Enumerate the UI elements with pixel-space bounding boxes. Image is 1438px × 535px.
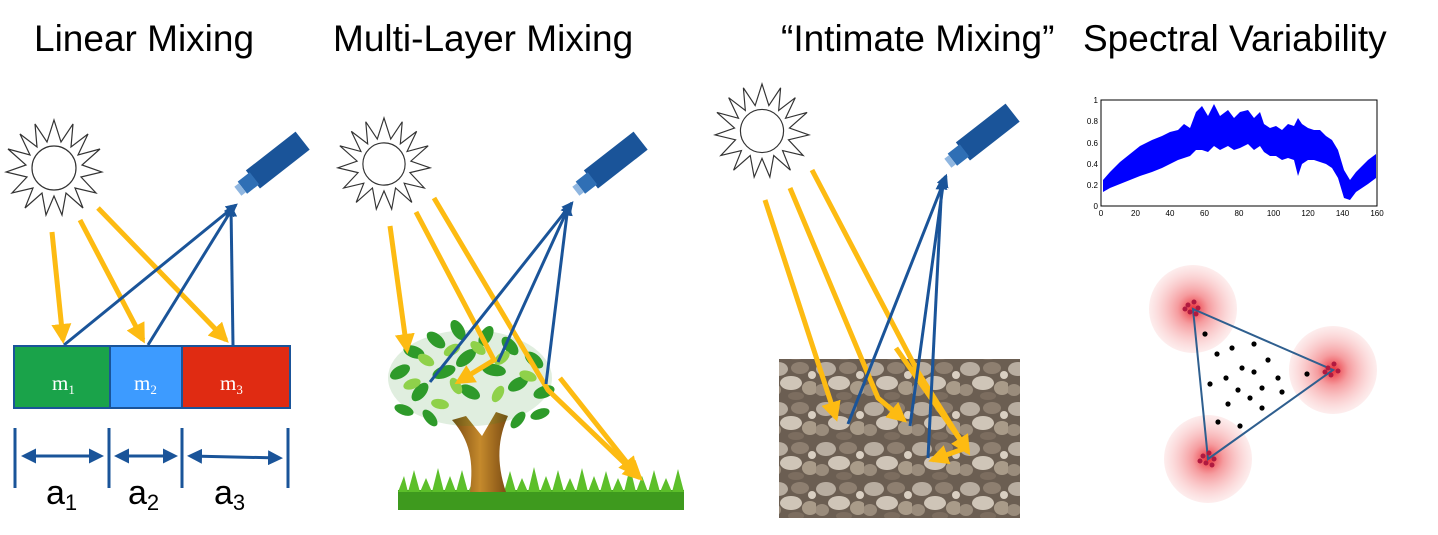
svg-text:160: 160	[1370, 209, 1384, 218]
multilayer-mixing-title: Multi-Layer Mixing	[333, 18, 633, 59]
svg-text:120: 120	[1301, 209, 1315, 218]
sun-icon	[5, 119, 103, 216]
svg-text:1: 1	[1094, 96, 1099, 105]
incident-light-arrows	[49, 206, 229, 344]
svg-text:0.6: 0.6	[1087, 139, 1099, 148]
spectral-band	[1103, 104, 1376, 200]
reflected-light-arrows	[428, 201, 574, 385]
endmember-m2	[110, 347, 182, 407]
panel-linear-mixing: Linear Mixing m1 m2 m3	[5, 18, 310, 515]
reflected-light-arrows	[63, 203, 238, 347]
panel-spectral-variability: Spectral Variability 0 20 40 60 80 100 1…	[1083, 18, 1387, 503]
svg-text:0.2: 0.2	[1087, 181, 1099, 190]
endmember-simplex	[1149, 265, 1377, 503]
grass-icon	[398, 467, 684, 510]
abundance-dimensions	[13, 428, 290, 488]
simplex-triangle	[1191, 307, 1336, 461]
endmember-m3-label: m3	[220, 371, 243, 397]
spectral-plot: 0 20 40 60 80 100 120 140 160 0 0.2 0.4 …	[1087, 96, 1384, 218]
svg-text:0.8: 0.8	[1087, 117, 1099, 126]
svg-text:60: 60	[1200, 209, 1209, 218]
cluster-points	[1182, 299, 1341, 468]
svg-text:0.4: 0.4	[1087, 160, 1099, 169]
panel-multilayer-mixing: Multi-Layer Mixing	[333, 18, 684, 510]
y-axis-ticks: 0 0.2 0.4 0.6 0.8 1	[1087, 96, 1099, 211]
abundance-a2-label: a2	[128, 474, 159, 515]
spectral-variability-title: Spectral Variability	[1083, 18, 1387, 59]
sensor-icon	[940, 103, 1020, 173]
intimate-mixing-title: “Intimate Mixing”	[781, 18, 1054, 59]
abundance-a1-label: a1	[46, 474, 77, 515]
svg-text:20: 20	[1131, 209, 1140, 218]
abundance-a3-label: a3	[214, 474, 245, 515]
linear-mixing-title: Linear Mixing	[34, 18, 254, 59]
sensor-icon	[230, 131, 310, 201]
svg-text:140: 140	[1336, 209, 1350, 218]
sun-icon	[337, 117, 431, 210]
reflected-light-arrows	[846, 173, 949, 459]
svg-text:80: 80	[1235, 209, 1244, 218]
svg-text:100: 100	[1267, 209, 1281, 218]
endmember-bar: m1 m2 m3	[13, 345, 291, 409]
pixel-points	[1202, 331, 1310, 429]
endmember-m3	[182, 347, 289, 407]
pebbles-icon	[779, 359, 1020, 518]
x-axis-ticks: 0 20 40 60 80 100 120 140 160	[1099, 209, 1384, 218]
endmember-m1	[15, 347, 110, 407]
svg-text:40: 40	[1166, 209, 1175, 218]
incident-light-arrows	[387, 196, 643, 481]
panel-intimate-mixing: “Intimate Mixing”	[714, 18, 1054, 518]
endmember-m1-label: m1	[52, 371, 75, 397]
svg-text:0: 0	[1099, 209, 1104, 218]
svg-text:0: 0	[1094, 202, 1099, 211]
tree-icon	[388, 320, 555, 492]
sensor-icon	[568, 131, 648, 201]
sun-icon	[714, 83, 810, 178]
endmember-m2-label: m2	[134, 371, 157, 397]
